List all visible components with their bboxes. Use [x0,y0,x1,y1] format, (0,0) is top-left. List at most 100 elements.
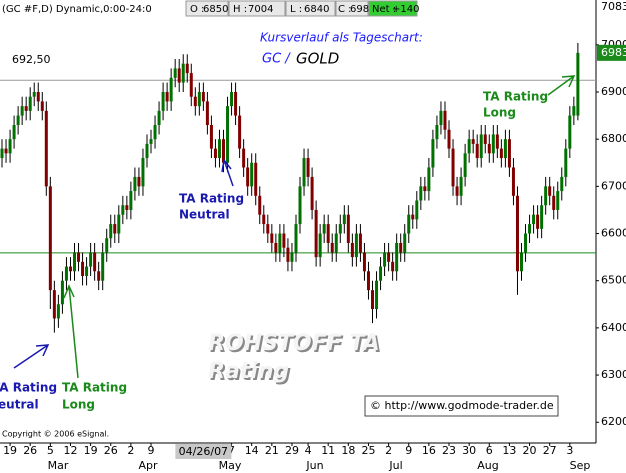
candle-body [68,266,72,272]
x-tick-label: 23 [442,444,456,457]
candle-body [101,252,105,281]
candle-body [314,209,318,258]
last-price-box [597,44,626,61]
overlay: (GC #F,D) Dynamic,0:00-24:0 O : 6850 H :… [0,0,590,472]
x-tick-label: 29 [285,444,299,457]
annotation: TA Rating [483,90,548,104]
field-box [228,0,286,17]
candle-body [250,162,254,187]
candle-body [330,242,334,253]
watermark: Rating [208,359,289,384]
candle-body [306,158,310,177]
x-tick-label: 4 [305,444,312,457]
candle-body [129,191,133,210]
x-tick-label: 20 [523,444,537,457]
month-label: Jul [388,459,402,472]
last-price-label: 6983 [601,46,626,59]
candle-body [12,125,16,140]
field-value: 6983 [350,4,375,15]
candle-body [310,176,314,210]
arrows [13,75,576,379]
candle-body [540,205,544,229]
candle-body [491,134,495,154]
candle-body [354,233,358,258]
candle-body [499,148,503,159]
plot-area [0,42,596,333]
candle-body [205,101,209,126]
candle-body [177,68,181,83]
y-tick-label: 6200 [601,415,626,428]
candle-body [258,195,262,215]
candle-body [302,158,306,187]
symbol: GC / [262,52,291,67]
month-label: Jun [305,459,323,472]
candle-body [217,139,221,159]
candle-body [556,191,560,210]
candle-body [463,153,467,177]
field-value: 6850 [203,4,228,15]
month-label: Apr [138,459,158,472]
candle-body [471,139,475,144]
annotation: Long [483,106,516,120]
candle-body [282,233,286,248]
candle-body [137,176,141,187]
candle-body [411,214,415,220]
candle-body [230,91,234,107]
candle-body [294,224,298,253]
x-tick-label: 11 [321,444,335,457]
candle-body [97,271,101,281]
candle-body [141,158,145,187]
watermark-shadow: Rating [210,361,291,386]
candle-body [105,238,109,253]
candle-body [455,186,459,196]
candle-body [322,224,326,234]
field-label: O : [190,4,204,15]
candle-body [423,186,427,192]
month-label: Mar [48,459,69,472]
candle-body [16,115,20,126]
candle-body [366,271,370,291]
subtitle: Kursverlauf als Tageschart: [260,31,423,45]
scale-top-label: 7083 [601,0,626,13]
source-box [364,395,559,417]
candle-body [387,252,391,262]
candle-body [342,214,346,225]
candle-body [181,63,185,83]
candle-body [113,224,117,234]
candle-body [568,115,572,149]
candle-body [161,91,165,111]
x-tick-label: 6 [486,444,493,457]
candle-body [20,106,24,116]
arrow [547,75,576,96]
candle-body [32,91,36,97]
x-tick-label: 26 [104,444,118,457]
y-tick-label: 6700 [601,179,626,192]
candle-body [407,214,411,234]
field-label: H : [233,4,247,15]
net-box [368,0,418,17]
candle-body [48,186,52,291]
x-tick-label: 9 [148,444,155,457]
candle-body [379,266,383,281]
header-title: (GC #F,D) Dynamic,0:00-24:0 [2,4,152,15]
watermark-shadow: ROHSTOFF TA [210,333,382,358]
candle-body [443,110,447,130]
field-box [185,0,229,17]
candle-body [242,148,246,168]
annotation: Long [62,398,95,412]
candle-body [334,233,338,253]
month-label: May [219,459,242,472]
candle-body [548,186,552,196]
candle-body [197,91,201,107]
field-box [335,0,369,17]
arrow [13,344,50,369]
candle-body [24,106,28,111]
candle-body [262,214,266,225]
x-tick-label: 18 [341,444,355,457]
candle-body [189,73,193,97]
candle-body [576,52,580,116]
candle-body [544,186,548,206]
candle-body [40,101,44,111]
candle-body [157,110,161,126]
